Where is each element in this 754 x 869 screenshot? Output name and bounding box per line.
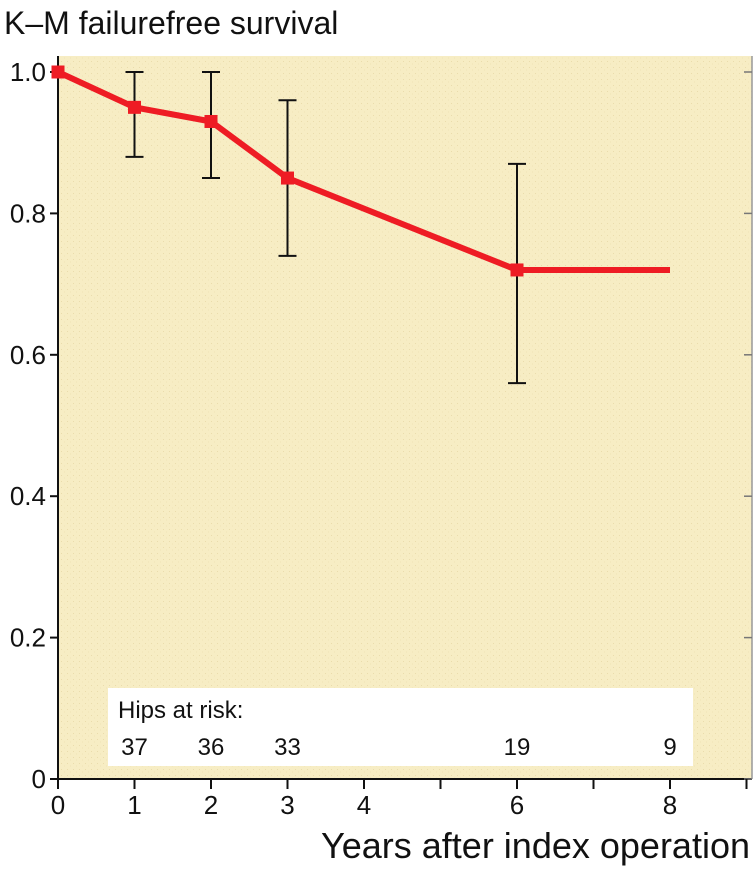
x-tick-label: 1: [127, 790, 141, 820]
x-tick-label: 2: [204, 790, 218, 820]
risk-table-value: 37: [121, 734, 148, 761]
survival-line: [56, 69, 670, 273]
data-point-marker: [51, 65, 65, 79]
y-tick-label: 0.4: [10, 481, 46, 511]
x-tick-label: 8: [663, 790, 677, 820]
data-point-marker: [510, 263, 524, 277]
plot-area: [58, 56, 752, 779]
y-tick-label: 0: [32, 764, 46, 794]
risk-table-label: Hips at risk:: [118, 697, 243, 724]
x-tick-label: 6: [510, 790, 524, 820]
data-point-marker: [281, 171, 294, 185]
risk-table-value: 36: [198, 734, 225, 761]
data-point-marker: [128, 100, 141, 114]
y-tick-label: 0.2: [10, 623, 46, 653]
risk-table-value: 19: [504, 734, 531, 761]
x-tick-label: 3: [280, 790, 294, 820]
risk-table-value: 33: [274, 734, 301, 761]
y-tick-label: 1.0: [10, 57, 46, 87]
data-point-marker: [204, 114, 218, 128]
y-tick-label: 0.8: [10, 198, 46, 228]
y-axis-label: K–M failurefree survival: [4, 5, 338, 41]
y-tick-label: 0.6: [10, 340, 46, 370]
risk-table-value: 9: [663, 734, 676, 761]
risk-table-box: [108, 688, 693, 766]
x-tick-label: 4: [357, 790, 371, 820]
x-axis-label: Years after index operation: [321, 825, 750, 866]
x-tick-label: 0: [51, 790, 65, 820]
